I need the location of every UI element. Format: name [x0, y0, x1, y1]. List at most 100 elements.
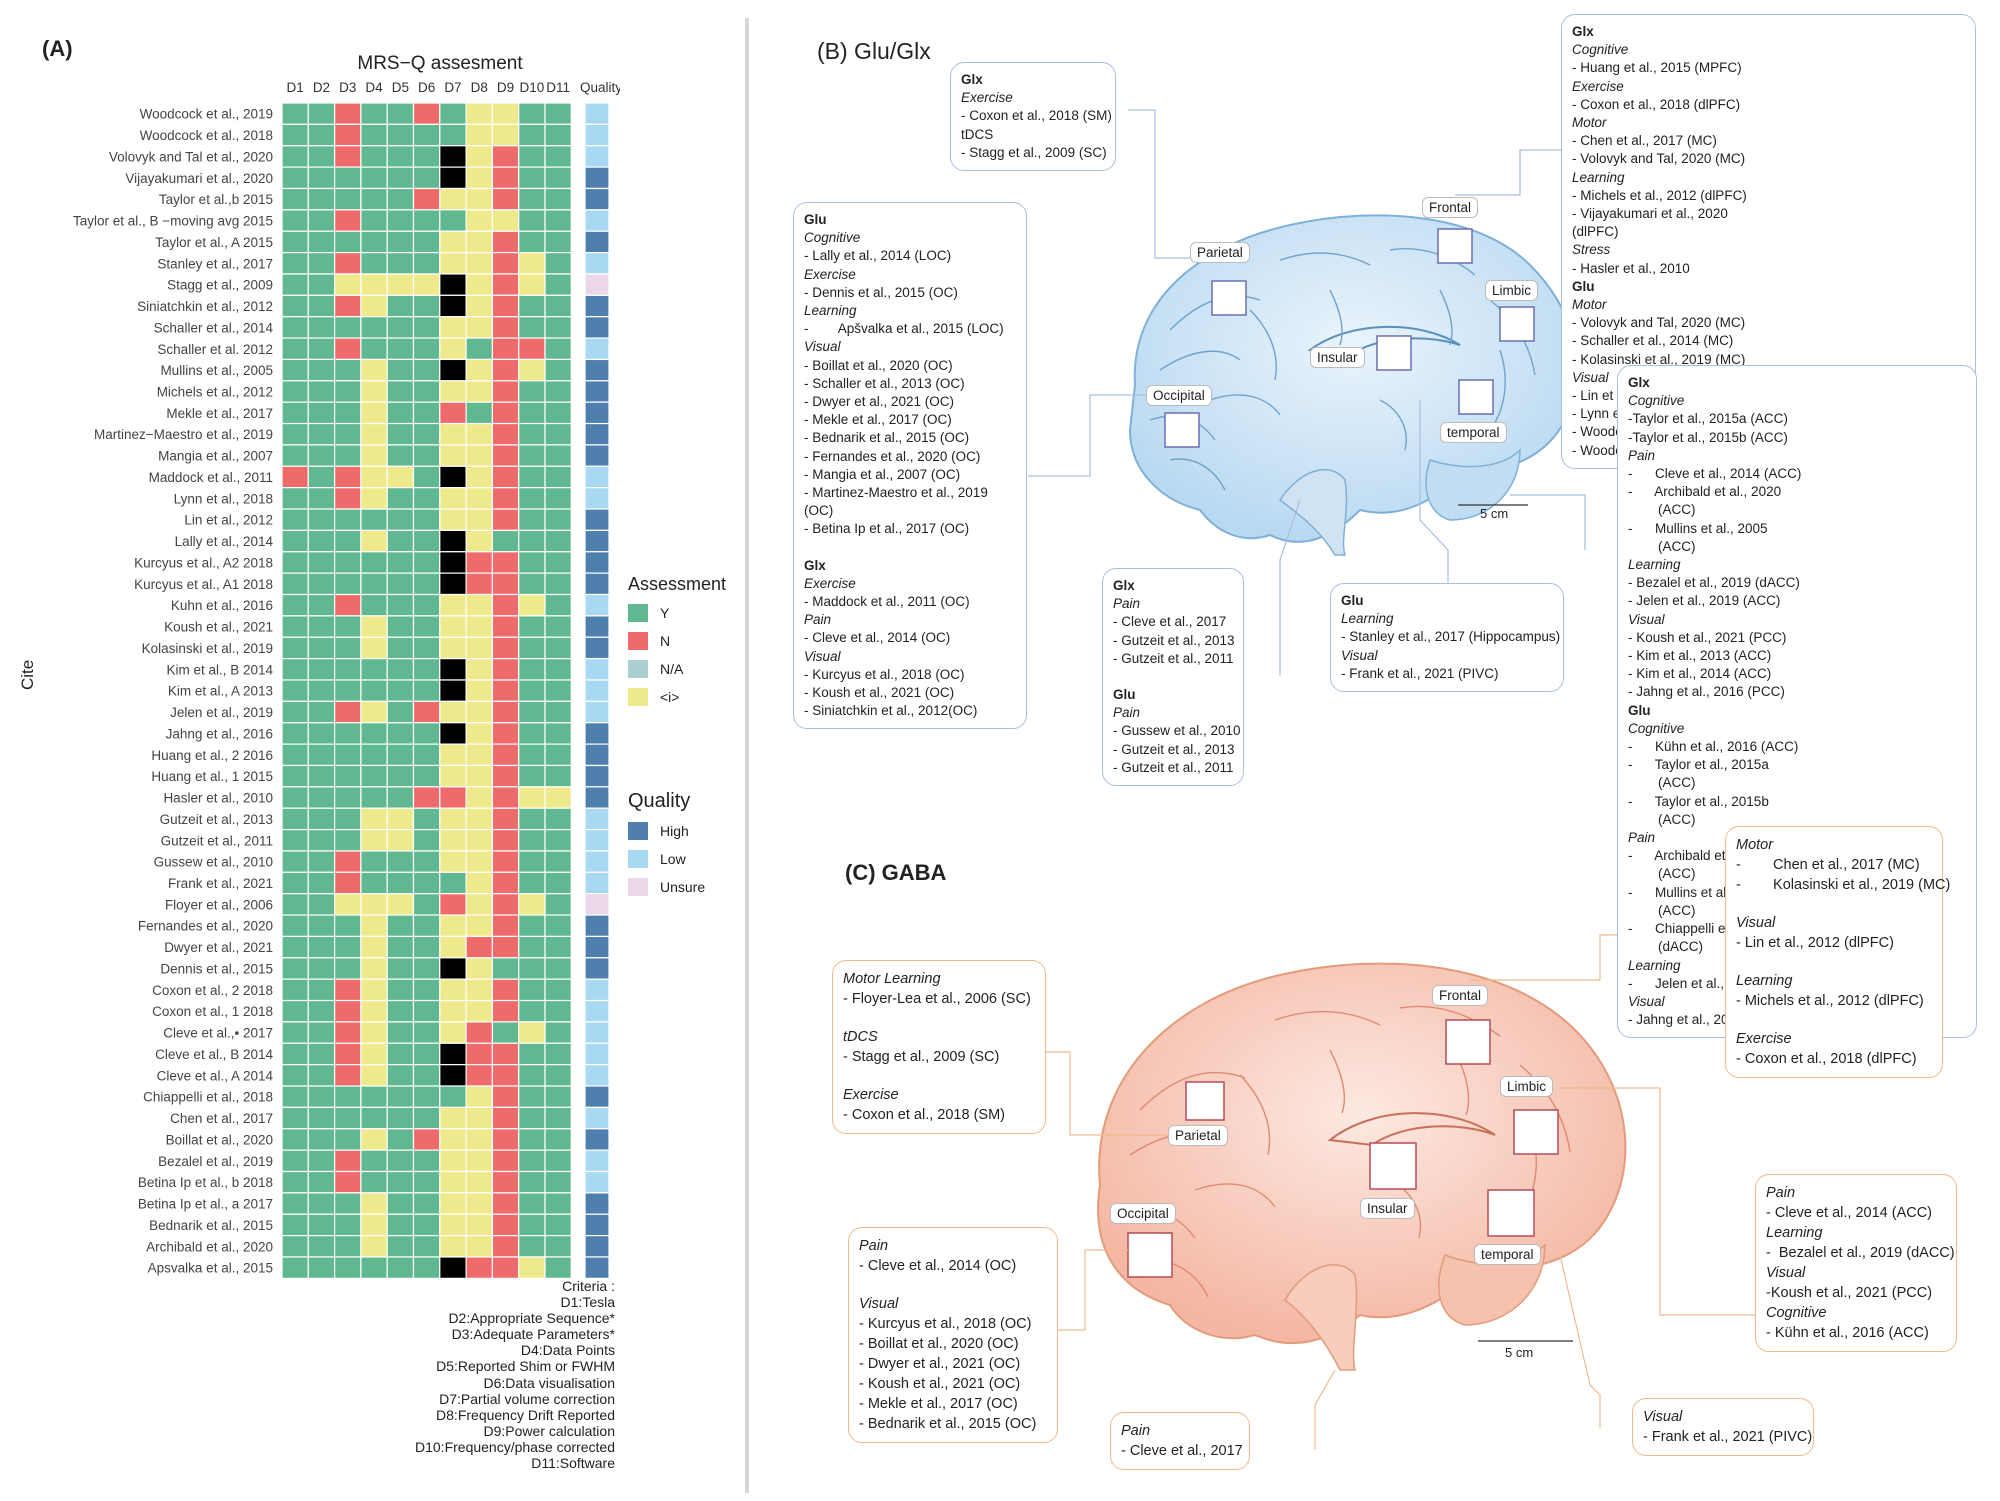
b-limbic-label: Limbic — [1485, 280, 1539, 301]
heatmap-cell — [544, 123, 572, 147]
heatmap-cell — [412, 1235, 441, 1258]
heatmap-cell — [360, 316, 388, 339]
heatmap-cell — [281, 679, 309, 702]
row-label: Stanley et al., 2017 — [157, 256, 273, 271]
heatmap-cell — [465, 123, 494, 147]
heatmap-cell — [544, 551, 572, 574]
heatmap-cell — [439, 743, 467, 767]
heatmap-cell — [307, 1213, 336, 1237]
box-line: - Jelen et al., 2019 (ACC) — [1628, 593, 1781, 609]
box-line: - Cleve et al., 2014 (ACC) — [1628, 466, 1802, 482]
heatmap-cell — [334, 1170, 362, 1194]
criteria-item: D7:Partial volume correction — [439, 1390, 615, 1407]
heatmap-cell — [386, 850, 415, 873]
heatmap-cell — [281, 444, 309, 467]
legend-item: <i> — [628, 683, 726, 711]
heatmap-cell — [544, 1106, 572, 1130]
heatmap-cell — [544, 102, 572, 125]
heatmap-cell — [360, 1192, 388, 1215]
column-header: D5 — [392, 80, 409, 95]
quality-cell — [584, 529, 610, 553]
heatmap-cell — [518, 444, 546, 467]
heatmap-cell — [307, 1106, 336, 1130]
heatmap-cell — [334, 679, 362, 702]
box-line: - Schaller et al., 2013 (OC) — [804, 375, 965, 391]
heatmap-cell — [334, 102, 362, 125]
heatmap-cell — [439, 679, 467, 702]
box-line: Motor — [1572, 297, 1607, 313]
heatmap-cell — [386, 1128, 415, 1151]
heatmap-cell — [465, 636, 494, 660]
quality-cell — [584, 1064, 610, 1087]
quality-cell — [584, 722, 610, 745]
heatmap-cell — [307, 978, 336, 1002]
heatmap-cell — [281, 487, 309, 510]
heatmap-cell — [491, 123, 520, 147]
heatmap-cell — [544, 978, 572, 1002]
heatmap-cell — [307, 230, 336, 254]
heatmap-cell — [465, 722, 494, 745]
heatmap-cell — [360, 1128, 388, 1151]
heatmap-cell — [491, 337, 520, 361]
heatmap-cell — [465, 679, 494, 702]
heatmap-cell — [307, 273, 336, 296]
heatmap-cell — [334, 316, 362, 339]
box-line: tDCS — [961, 126, 994, 142]
quality-cell — [584, 914, 610, 938]
c-occipital-label: Occipital — [1110, 1203, 1176, 1224]
heatmap-cell — [386, 1042, 415, 1066]
panel-divider — [745, 18, 749, 1493]
box-line: Motor — [1736, 837, 1774, 853]
heatmap-cell — [386, 1064, 415, 1087]
heatmap-cell — [544, 1170, 572, 1194]
heatmap-cell — [465, 1235, 494, 1258]
criteria-item: Criteria : — [562, 1278, 615, 1294]
heatmap-cell — [465, 358, 494, 382]
heatmap-cell — [518, 978, 546, 1002]
heatmap-cell — [544, 786, 572, 809]
box-line — [1113, 668, 1233, 686]
heatmap-cell — [281, 700, 309, 724]
heatmap-cell — [465, 230, 494, 254]
heatmap-cell — [281, 401, 309, 425]
heatmap-cell — [491, 1042, 520, 1066]
box-line: Glx — [804, 557, 826, 573]
heatmap-cell — [544, 593, 572, 617]
heatmap-cell — [412, 615, 441, 638]
heatmap-cell — [386, 700, 415, 724]
heatmap-cell — [412, 508, 441, 531]
heatmap-cell — [465, 187, 494, 211]
heatmap-cell — [491, 551, 520, 574]
heatmap-cell — [281, 828, 309, 852]
box-line: (ACC) — [1628, 538, 1696, 554]
row-label: Stagg et al., 2009 — [167, 278, 273, 293]
heatmap-cell — [412, 1149, 441, 1173]
box-line: - Coxon et al., 2018 (dlPFC) — [1572, 96, 1741, 112]
glu-limbic-glx-col: Glx Cognitive -Taylor et al., 2015a (ACC) -… — [1628, 374, 1806, 702]
heatmap-cell — [334, 294, 362, 318]
row-label: Kurcyus et al., A1 2018 — [134, 577, 273, 592]
box-line: Visual — [1643, 1409, 1683, 1425]
row-label: Jahng et al., 2016 — [166, 726, 273, 741]
heatmap-cell — [465, 166, 494, 190]
box-line: (dACC) — [1628, 939, 1704, 955]
row-label: Woodcock et al., 2018 — [140, 128, 273, 143]
heatmap-cell — [439, 957, 467, 980]
box-line: Exercise — [961, 90, 1013, 106]
heatmap-cell — [544, 1128, 572, 1151]
heatmap-cell — [544, 166, 572, 190]
heatmap-cell — [386, 743, 415, 767]
heatmap-cell — [360, 444, 388, 467]
box-line: - Gutzeit et al., 2011 — [1113, 650, 1234, 666]
heatmap-cell — [465, 1042, 494, 1066]
legend-item: High — [628, 817, 705, 845]
column-header: Quality — [580, 80, 620, 95]
column-header: D8 — [471, 80, 488, 95]
quality-cell — [584, 1235, 610, 1258]
heatmap-cell — [465, 700, 494, 724]
box-line: Pain — [1113, 705, 1141, 721]
heatmap-cell — [334, 1213, 362, 1237]
quality-cell — [584, 1149, 610, 1173]
heatmap-cell — [386, 1149, 415, 1173]
heatmap-cell — [360, 957, 388, 980]
